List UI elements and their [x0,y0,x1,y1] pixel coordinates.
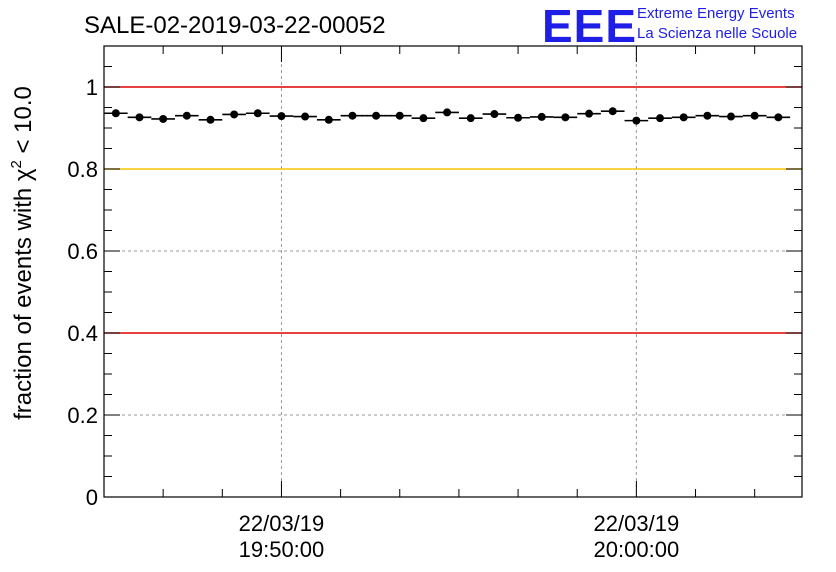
data-point [395,111,404,120]
data-point [182,111,191,120]
data-point [585,109,594,118]
y-tick-label: 1 [86,75,98,100]
x-tick-label-time: 20:00:00 [594,537,680,562]
data-point [466,114,475,123]
data-point [111,109,120,118]
x-tick-label-date: 22/03/19 [594,511,680,536]
y-tick-label: 0.2 [67,403,98,428]
data-point [443,108,452,117]
data-point [372,111,381,120]
plot-area: 00.20.40.60.8122/03/1919:50:0022/03/1920… [67,45,803,562]
y-axis-label-prefix: fraction of events with [10,181,37,420]
data-point [277,112,286,121]
y-tick-label: 0.4 [67,321,98,346]
data-point [774,113,783,122]
y-axis-label-exponent: 2 [8,160,25,168]
data-point [514,113,523,122]
data-point [656,114,665,123]
data-point [419,114,428,123]
y-axis-label-suffix: < 10.0 [10,86,37,160]
eee-logo-letters: EEE [542,0,637,52]
y-tick-label: 0.6 [67,239,98,264]
data-point [348,111,357,120]
x-tick-label-time: 19:50:00 [239,537,325,562]
data-point [159,114,168,123]
data-point [230,110,239,119]
y-tick-label: 0.8 [67,157,98,182]
data-point [703,111,712,120]
data-point [750,111,759,120]
data-point [679,113,688,122]
y-tick-label: 0 [86,485,98,510]
data-point [608,107,617,116]
data-point [324,115,333,124]
data-point [561,113,570,122]
data-point [301,112,310,121]
data-point [632,116,641,125]
eee-logo: EEE Extreme Energy Events La Scienza nel… [542,0,797,52]
y-axis-label-chi: χ [10,168,37,181]
eee-logo-line2: La Scienza nelle Scuole [637,25,797,42]
data-point [253,109,262,118]
x-tick-label-date: 22/03/19 [239,511,325,536]
chart-title: SALE-02-2019-03-22-00052 [84,12,386,39]
data-point [727,112,736,121]
data-point [490,110,499,119]
eee-logo-line1: Extreme Energy Events [637,5,795,22]
data-point [206,115,215,124]
data-point [537,112,546,121]
y-axis-label: fraction of events with χ2 < 10.0 [8,86,37,420]
data-point [135,113,144,122]
